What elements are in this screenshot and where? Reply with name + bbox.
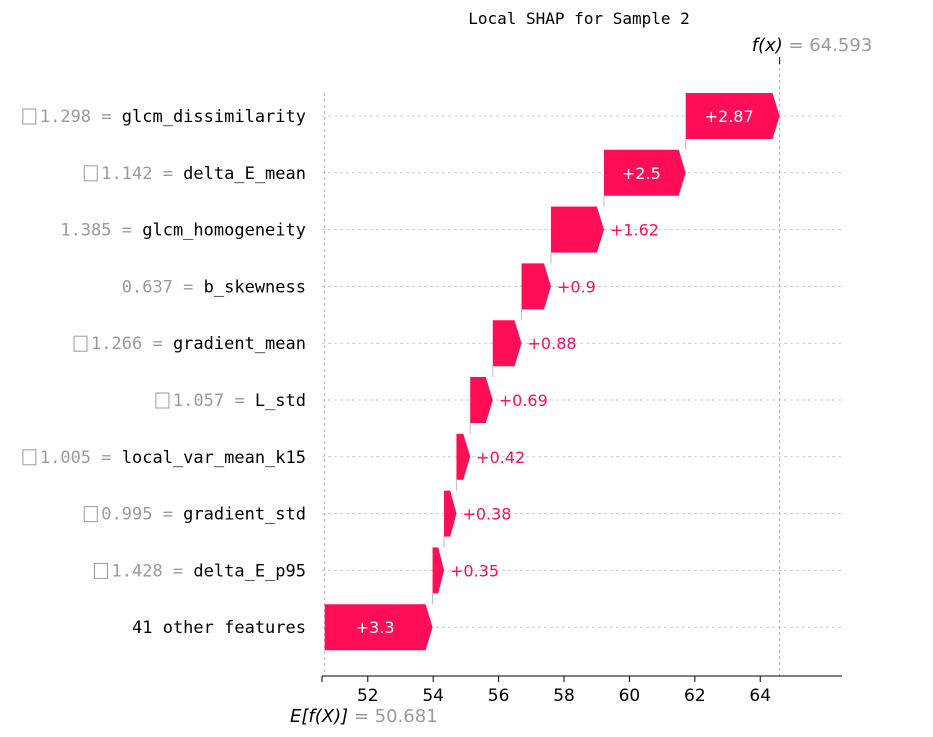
x-tick-label: 54 (422, 686, 444, 706)
feature-labels: 1.298 = glcm_dissimilarity 1.142 = delta_… (22, 107, 307, 638)
feature-value: 1.428 (112, 561, 163, 581)
shap-bar (456, 433, 471, 480)
feature-value: 1.266 (91, 334, 142, 354)
feature-name: local_var_mean_k15 (122, 448, 306, 468)
feature-label: 1.428 = delta_E_p95 (112, 561, 307, 581)
shap-value-label: +0.35 (450, 561, 499, 580)
x-tick-label: 56 (488, 686, 510, 706)
x-axis: 52 54 56 58 60 62 64 (321, 675, 842, 706)
feature-label: 1.057 = L_std (173, 391, 306, 411)
missing-glyph-box (22, 108, 37, 125)
feature-name: glcm_homogeneity (142, 221, 306, 241)
x-tick-label: 58 (553, 686, 575, 706)
shap-bar (521, 263, 551, 310)
missing-glyph-box (22, 449, 37, 466)
shap-value-label: +3.3 (356, 618, 395, 637)
x-tick-label: 52 (357, 686, 379, 706)
shap-value-label: +0.38 (462, 505, 511, 524)
reference-lines (324, 57, 781, 676)
feature-name: glcm_dissimilarity (122, 107, 306, 127)
shap-bar (603, 149, 686, 196)
shap-value-label: +0.9 (557, 277, 596, 296)
missing-glyph-box (94, 562, 108, 579)
missing-glyph-box (83, 506, 98, 523)
feature-value: 0.637 (122, 277, 173, 297)
feature-name: gradient_std (183, 505, 306, 525)
shap-bar (685, 93, 780, 139)
fx-annotation: f(x) = 64.593 (752, 35, 873, 56)
shap-value-label: +2.87 (705, 107, 754, 126)
feature-label: 1.142 = delta_E_mean (101, 164, 306, 184)
efx-annotation: E[f(X)] = 50.681 (290, 706, 438, 727)
missing-glyph-box (155, 392, 170, 409)
feature-value: 1.142 (101, 164, 152, 184)
feature-label: 1.298 = glcm_dissimilarity (40, 107, 306, 127)
missing-glyph-box (83, 165, 98, 182)
x-tick-label: 62 (684, 686, 706, 706)
shap-bar (470, 377, 493, 423)
feature-name: delta_E_mean (183, 164, 306, 184)
feature-value: 0.995 (101, 505, 152, 525)
missing-glyph-box (73, 335, 88, 352)
bars-layer: +2.87 +2.5 +1.62 +0.9 +0.88 +0.69 +0.42 +0.38 +0… (324, 93, 780, 651)
x-tick-label: 64 (749, 686, 771, 706)
chart-title: Local SHAP for Sample 2 (468, 9, 690, 28)
shap-bar (432, 547, 445, 594)
feature-label: 1.266 = gradient_mean (91, 334, 306, 354)
shap-bar (324, 604, 433, 651)
feature-name: b_skewness (204, 277, 306, 297)
feature-label: 0.637 = b_skewness (122, 277, 306, 297)
feature-name: L_std (255, 391, 306, 411)
feature-name: delta_E_p95 (193, 561, 306, 581)
x-tick-label: 60 (619, 686, 641, 706)
shap-value-label: +1.62 (610, 221, 659, 240)
shap-bar (444, 490, 457, 537)
shap-bar (492, 320, 522, 367)
shap-value-label: +0.42 (476, 448, 525, 467)
grid-layer (322, 115, 842, 628)
feature-label: 1.385 = glcm_homogeneity (60, 221, 306, 241)
annotations: f(x) = 64.593 E[f(X)] = 50.681 (290, 35, 872, 727)
feature-value: 1.298 (40, 107, 91, 127)
feature-label: 0.995 = gradient_std (101, 505, 306, 525)
feature-name: 41 other features (132, 618, 306, 638)
feature-value: 1.057 (173, 391, 224, 411)
feature-label: 1.005 = local_var_mean_k15 (40, 448, 306, 468)
feature-label: 41 other features (132, 618, 306, 638)
shap-value-label: +0.88 (528, 334, 577, 353)
feature-value: 1.005 (40, 448, 91, 468)
shap-value-label: +0.69 (499, 391, 548, 410)
feature-name: gradient_mean (173, 334, 306, 354)
feature-value: 1.385 (60, 221, 111, 241)
shap-value-label: +2.5 (622, 164, 661, 183)
shap-bar (550, 206, 604, 253)
